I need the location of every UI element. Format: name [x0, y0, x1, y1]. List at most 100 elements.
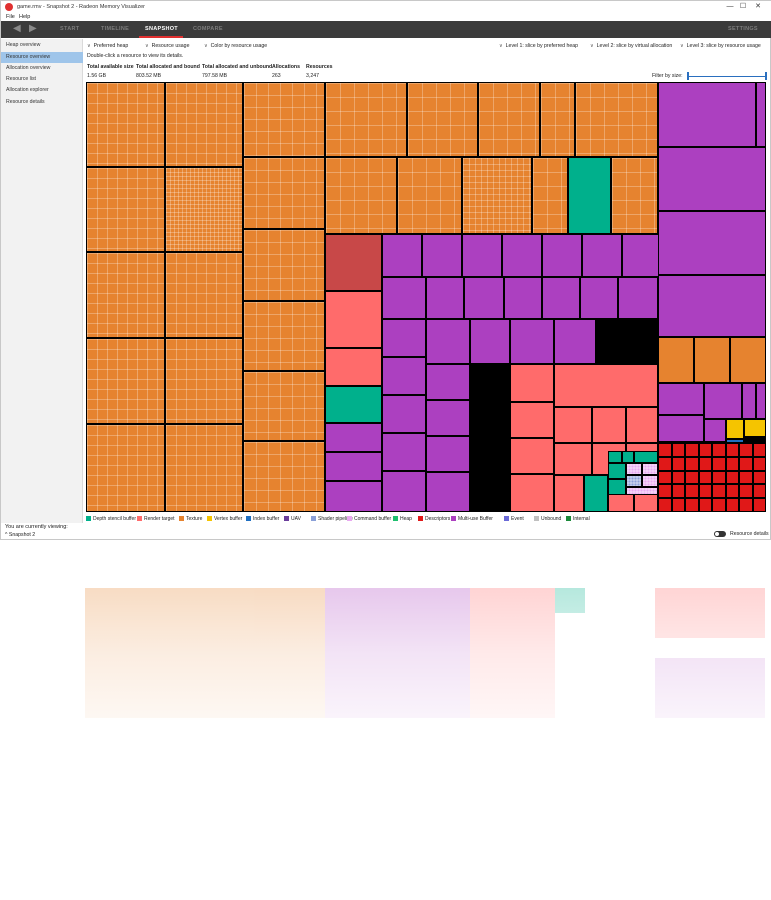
sidebar-item-heap-overview[interactable]: Heap overview	[6, 42, 41, 48]
resource-tile[interactable]	[752, 470, 766, 485]
resource-tile[interactable]	[397, 157, 462, 234]
resource-tile[interactable]	[658, 383, 704, 415]
resource-tile[interactable]	[407, 82, 478, 157]
resource-tile[interactable]	[325, 481, 382, 512]
resource-tile[interactable]	[584, 475, 608, 512]
resource-tile[interactable]	[243, 441, 325, 512]
resource-tile[interactable]	[658, 470, 672, 485]
resource-tile[interactable]	[658, 484, 672, 499]
tab-settings[interactable]: SETTINGS	[728, 26, 758, 32]
resource-tile[interactable]	[325, 452, 382, 481]
resource-tile[interactable]	[382, 319, 426, 357]
resource-tile[interactable]	[86, 424, 165, 512]
size-filter-slider[interactable]	[687, 72, 767, 80]
resource-tile[interactable]	[671, 443, 685, 457]
resource-tile[interactable]	[658, 147, 766, 211]
resource-tile[interactable]	[626, 475, 642, 487]
resource-tile[interactable]	[568, 157, 611, 234]
resource-tile[interactable]	[243, 157, 325, 229]
resource-tile[interactable]	[685, 456, 699, 471]
resource-tile[interactable]	[325, 348, 382, 386]
slider-min-handle[interactable]	[687, 72, 689, 80]
resource-tile[interactable]	[86, 167, 165, 252]
resource-tile[interactable]	[554, 364, 658, 407]
level2-dropdown[interactable]: ∨ Level 2: slice by virtual allocation	[590, 43, 672, 49]
resource-tile[interactable]	[510, 474, 554, 512]
resource-tile[interactable]	[725, 443, 739, 457]
resource-tile[interactable]	[382, 357, 426, 395]
resource-tile[interactable]	[422, 234, 462, 277]
resource-tile[interactable]	[626, 407, 658, 443]
resource-tile[interactable]	[685, 484, 699, 499]
sidebar-item-allocation-explorer[interactable]: Allocation explorer	[6, 87, 49, 93]
resource-tile[interactable]	[382, 277, 426, 319]
tab-timeline[interactable]: TIMELINE	[101, 26, 130, 32]
resource-tile[interactable]	[86, 82, 165, 167]
resource-tile[interactable]	[685, 443, 699, 457]
resource-tile[interactable]	[658, 456, 672, 471]
resource-tile[interactable]	[671, 498, 685, 512]
tab-start[interactable]: START	[60, 26, 80, 32]
resource-tile[interactable]	[325, 157, 397, 234]
resource-tile[interactable]	[726, 419, 744, 439]
resource-tile[interactable]	[626, 487, 658, 495]
resource-tile[interactable]	[510, 319, 554, 364]
resource-tile[interactable]	[426, 319, 470, 364]
resource-tile[interactable]	[462, 157, 532, 234]
sidebar-item-resource-details[interactable]: Resource details	[6, 99, 45, 105]
resource-tile[interactable]	[742, 383, 756, 419]
resource-tile[interactable]	[739, 498, 753, 512]
resource-tile[interactable]	[658, 82, 756, 147]
resource-tile[interactable]	[671, 470, 685, 485]
resource-tile[interactable]	[725, 484, 739, 499]
sidebar-item-resource-list[interactable]: Resource list	[6, 76, 36, 82]
resource-tile[interactable]	[608, 451, 622, 463]
resource-tile[interactable]	[243, 371, 325, 441]
level1-dropdown[interactable]: ∨ Level 1: slice by preferred heap	[499, 43, 578, 49]
resource-tile[interactable]	[532, 157, 568, 234]
forward-arrow-icon[interactable]: ▶	[29, 23, 37, 34]
resource-tile[interactable]	[608, 479, 626, 495]
menu-help[interactable]: Help	[19, 14, 31, 20]
resource-tile[interactable]	[540, 82, 575, 157]
resource-tile[interactable]	[725, 498, 739, 512]
close-button[interactable]: ✕	[755, 3, 761, 10]
resource-tile[interactable]	[698, 484, 712, 499]
resource-tile[interactable]	[671, 484, 685, 499]
resource-tile[interactable]	[712, 443, 726, 457]
resource-tile[interactable]	[554, 319, 596, 364]
resource-tile[interactable]	[165, 252, 243, 338]
resource-tile[interactable]	[325, 423, 382, 452]
resource-tile[interactable]	[86, 338, 165, 424]
resource-tile[interactable]	[504, 277, 542, 319]
resource-tile[interactable]	[165, 167, 243, 252]
resource-tile[interactable]	[752, 443, 766, 457]
resource-tile[interactable]	[325, 386, 382, 423]
resource-tile[interactable]	[634, 451, 658, 463]
resource-tile[interactable]	[658, 275, 766, 337]
resource-tile[interactable]	[712, 470, 726, 485]
resource-tile[interactable]	[325, 234, 382, 291]
slider-max-handle[interactable]	[765, 72, 767, 80]
current-snapshot[interactable]: ^ Snapshot 2	[5, 532, 35, 538]
resource-tile[interactable]	[554, 475, 584, 512]
resource-tile[interactable]	[756, 82, 766, 147]
color-by-dropdown[interactable]: ∨ Color by resource usage	[204, 43, 267, 49]
resource-tile[interactable]	[739, 484, 753, 499]
resource-tile[interactable]	[554, 407, 592, 443]
resource-tile[interactable]	[712, 498, 726, 512]
resource-tile[interactable]	[611, 157, 658, 234]
resource-tile[interactable]	[580, 277, 618, 319]
resource-tile[interactable]	[575, 82, 658, 157]
resource-tile[interactable]	[582, 234, 622, 277]
resource-tile[interactable]	[382, 433, 426, 471]
resource-tile[interactable]	[382, 395, 426, 433]
resource-tile[interactable]	[86, 252, 165, 338]
resource-tile[interactable]	[626, 463, 642, 475]
resource-tile[interactable]	[752, 484, 766, 499]
maximize-button[interactable]: ☐	[739, 3, 747, 10]
resource-tile[interactable]	[470, 319, 510, 364]
resource-tile[interactable]	[243, 82, 325, 157]
resource-tile[interactable]	[712, 456, 726, 471]
back-arrow-icon[interactable]: ◀	[13, 23, 21, 34]
